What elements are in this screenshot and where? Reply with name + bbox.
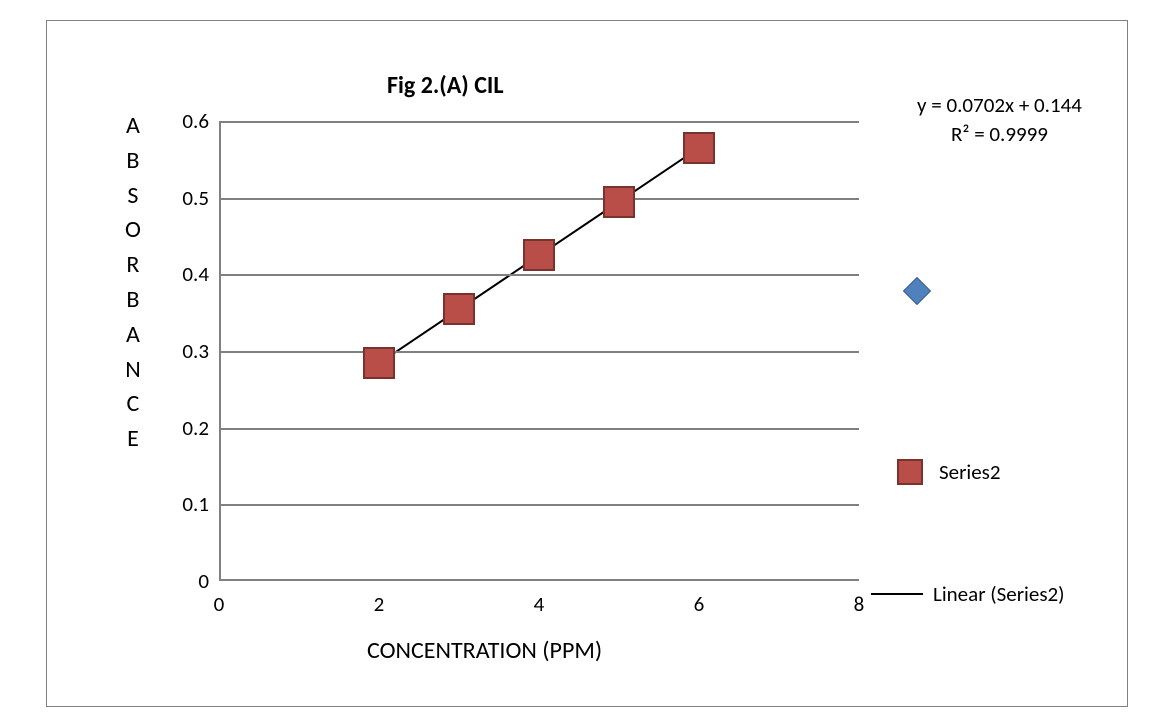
y-tick-label: 0.5 — [159, 185, 209, 211]
y-axis-label-letter: A — [125, 109, 141, 144]
y-axis-label-letter: E — [125, 422, 141, 457]
x-tick-label: 8 — [854, 591, 865, 617]
y-axis-label-letter: C — [125, 387, 141, 422]
x-axis-label: CONCENTRATION (PPM) — [367, 636, 602, 665]
legend-trendline-label: Linear (Series2) — [933, 581, 1065, 607]
chart-title: Fig 2.(A) CIL — [387, 71, 503, 100]
y-axis-label-letter: N — [125, 353, 141, 388]
chart-frame: Fig 2.(A) CIL y = 0.0702x + 0.144 R² = 0… — [46, 20, 1128, 707]
equation-line-2: R² = 0.9999 — [917, 120, 1082, 149]
legend-trendline: Linear (Series2) — [871, 581, 1065, 607]
x-tick-label: 2 — [374, 591, 385, 617]
plot-area: 00.10.20.30.40.50.602468 — [219, 121, 859, 581]
gridline — [219, 428, 859, 430]
legend-diamond-icon — [903, 277, 931, 305]
data-point — [443, 293, 475, 325]
gridline — [219, 274, 859, 276]
y-axis-label-letter: A — [125, 318, 141, 353]
y-tick-label: 0.3 — [159, 338, 209, 364]
y-tick-label: 0.4 — [159, 261, 209, 287]
gridline — [219, 504, 859, 506]
y-tick-label: 0 — [159, 568, 209, 594]
x-tick-label: 6 — [694, 591, 705, 617]
y-tick-label: 0.6 — [159, 108, 209, 134]
y-axis-label-letter: S — [125, 179, 141, 214]
y-axis-label-letter: R — [125, 248, 141, 283]
legend-series2: Series2 — [897, 459, 1001, 485]
gridline — [219, 121, 859, 123]
y-tick-label: 0.1 — [159, 491, 209, 517]
legend-series2-label: Series2 — [939, 459, 1001, 485]
y-axis-label-letter: B — [125, 144, 141, 179]
y-axis-label-letter: B — [125, 283, 141, 318]
y-axis-label-letter: O — [125, 213, 141, 248]
legend-series2-swatch — [897, 459, 923, 485]
data-point — [683, 132, 715, 164]
data-point — [363, 347, 395, 379]
data-point — [523, 239, 555, 271]
y-axis-label: ABSORBANCE — [125, 109, 141, 457]
x-tick-label: 4 — [534, 591, 545, 617]
data-point — [603, 186, 635, 218]
gridline — [219, 198, 859, 200]
legend-trendline-swatch — [871, 593, 923, 595]
regression-equation: y = 0.0702x + 0.144 R² = 0.9999 — [917, 91, 1082, 150]
x-tick-label: 0 — [214, 591, 225, 617]
gridline — [219, 351, 859, 353]
equation-line-1: y = 0.0702x + 0.144 — [917, 91, 1082, 120]
y-tick-label: 0.2 — [159, 415, 209, 441]
